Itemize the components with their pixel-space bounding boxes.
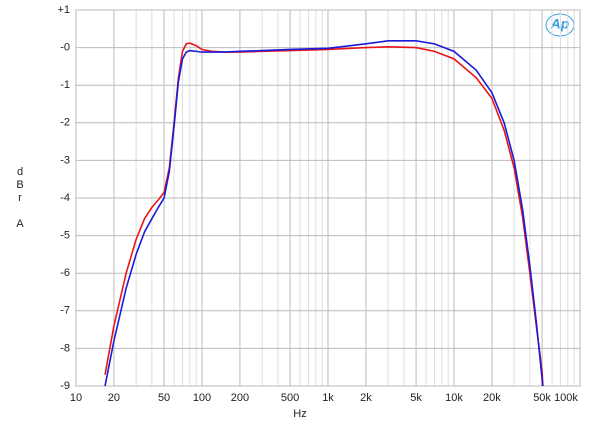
y-tick-label: -9 — [60, 380, 70, 392]
y-tick-label: -0 — [60, 42, 70, 54]
y-tick-label: +1 — [57, 4, 70, 16]
series-line — [104, 40, 544, 386]
x-tick-label: 50k — [533, 392, 551, 404]
y-tick-label: -6 — [60, 267, 70, 279]
x-tick-label: 50 — [158, 392, 170, 404]
y-tick-label: -5 — [60, 230, 70, 242]
y-tick-label: -2 — [60, 117, 70, 129]
x-tick-label: 1k — [322, 392, 334, 404]
y-tick-label: -1 — [60, 79, 70, 91]
logo: Ap — [550, 16, 570, 32]
x-tick-label: 10 — [70, 392, 82, 404]
x-tick-label: 5k — [410, 392, 422, 404]
y-axis-label: dBr A — [14, 166, 26, 231]
x-tick-label: 100k — [554, 392, 578, 404]
x-tick-label: 500 — [281, 392, 299, 404]
grid — [75, 9, 581, 387]
x-tick-label: 100 — [193, 392, 211, 404]
x-tick-label: 20k — [483, 392, 501, 404]
lines — [104, 40, 544, 386]
x-tick-label: 2k — [360, 392, 372, 404]
x-axis-label: Hz — [293, 408, 306, 420]
tick-labels: 10 20 50 100 200 500 1k 2k 5k 10k 20k 50k 100k +1 -0 -1… — [57, 4, 578, 404]
x-tick-label: 20 — [108, 392, 120, 404]
x-tick-label: 10k — [445, 392, 463, 404]
y-tick-label: -7 — [60, 305, 70, 317]
y-tick-label: -4 — [60, 192, 70, 204]
y-tick-label: -3 — [60, 154, 70, 166]
y-tick-label: -8 — [60, 342, 70, 354]
x-tick-label: 200 — [231, 392, 249, 404]
